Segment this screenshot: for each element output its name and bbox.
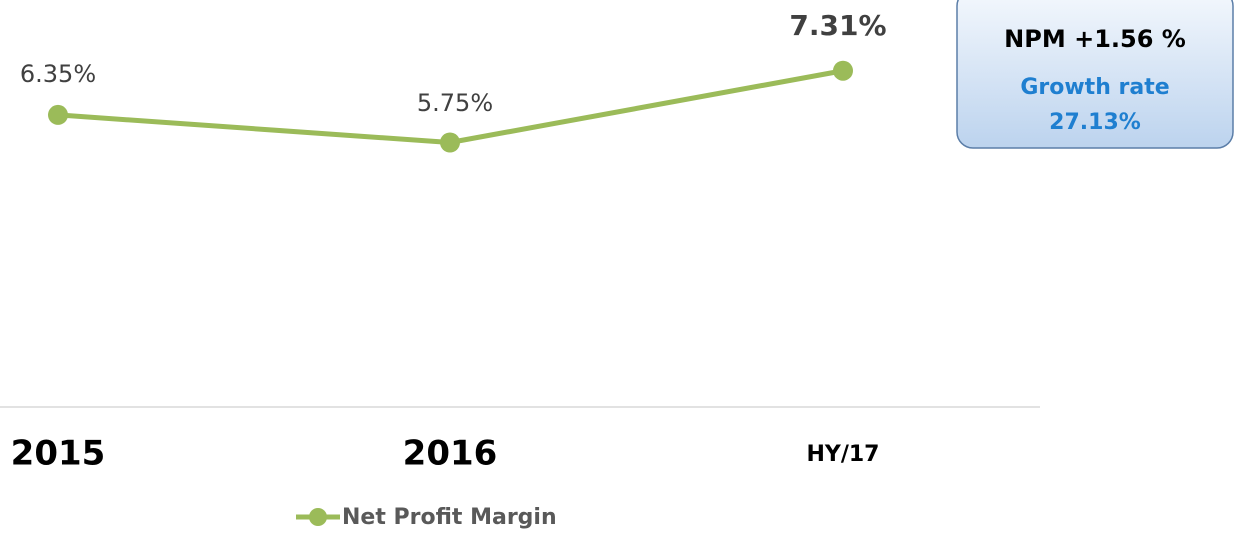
x-tick-label: HY/17 <box>807 442 880 467</box>
data-label: 5.75% <box>417 89 493 117</box>
annotation-box <box>956 0 1234 149</box>
point <box>440 132 460 153</box>
legend-label: Net Profit Margin <box>342 505 557 530</box>
legend-marker <box>309 508 327 526</box>
annotation: 27.13% <box>1049 110 1141 135</box>
point <box>48 104 68 125</box>
x-tick-label: 2015 <box>11 434 106 474</box>
point <box>833 60 853 81</box>
annotation: NPM +1.56 % <box>1004 25 1186 53</box>
x-tick-label: 2016 <box>403 434 498 474</box>
annotation: Growth rate <box>1020 75 1169 100</box>
data-label: 7.31% <box>789 9 886 42</box>
data-label: 6.35% <box>20 60 96 88</box>
